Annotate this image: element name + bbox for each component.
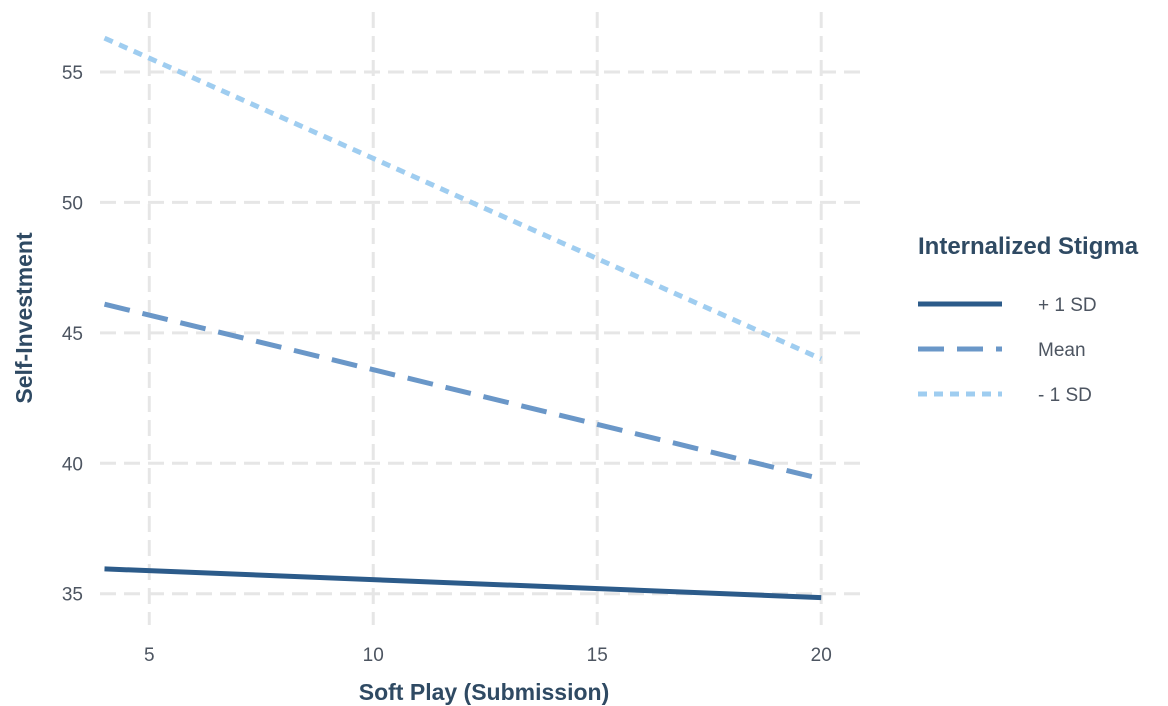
x-tick-label: 15 xyxy=(587,645,608,666)
series-line xyxy=(103,301,822,482)
x-axis-title: Soft Play (Submission) xyxy=(359,679,609,705)
plot-area xyxy=(103,35,823,601)
y-axis-title: Self-Investment xyxy=(11,232,37,404)
y-tick-label: 40 xyxy=(62,454,83,475)
x-tick-label: 10 xyxy=(363,645,384,666)
series-line xyxy=(103,35,823,362)
series-line xyxy=(104,566,822,601)
y-tick-label: 35 xyxy=(62,585,83,606)
grid xyxy=(100,12,866,625)
x-tick-label: 20 xyxy=(811,645,832,666)
x-axis-ticks: 5 10 15 20 xyxy=(144,645,832,666)
legend-title: Internalized Stigma xyxy=(918,233,1139,260)
y-tick-label: 50 xyxy=(62,193,83,214)
legend-label: + 1 SD xyxy=(1038,295,1097,316)
y-tick-label: 55 xyxy=(62,63,83,84)
legend: Internalized Stigma + 1 SD Mean - 1 SD xyxy=(918,233,1139,406)
legend-items: + 1 SD Mean - 1 SD xyxy=(918,295,1097,406)
legend-label: Mean xyxy=(1038,340,1086,361)
y-tick-label: 45 xyxy=(62,324,83,345)
legend-label: - 1 SD xyxy=(1038,385,1092,406)
x-tick-label: 5 xyxy=(144,645,155,666)
y-axis-ticks: 35 40 45 50 55 xyxy=(62,63,83,606)
